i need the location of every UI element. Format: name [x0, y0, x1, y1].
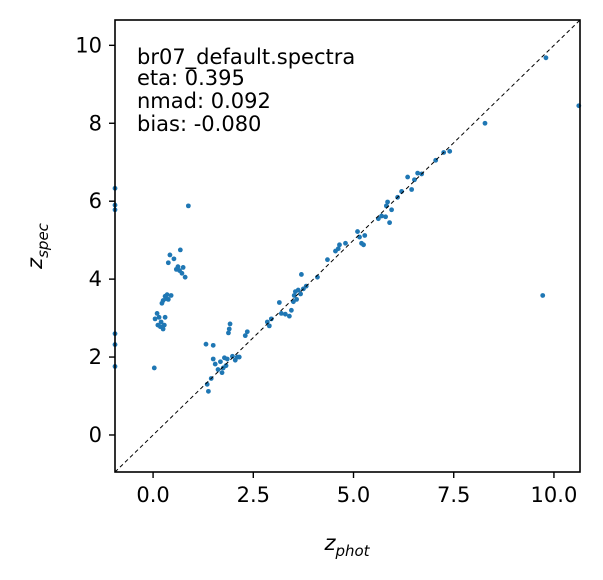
data-point: [244, 329, 250, 335]
x-axis-ticks: 0.0 2.5 5.0 7.5 10.0: [136, 472, 577, 507]
y-axis-label-subscript: spec: [34, 222, 52, 258]
x-axis-label-base: z: [323, 531, 336, 555]
data-point: [415, 170, 421, 176]
data-point: [343, 240, 348, 246]
data-point: [242, 333, 248, 339]
data-point: [179, 270, 185, 276]
y-tick-label: 6: [89, 189, 102, 213]
data-point: [379, 213, 384, 219]
data-point: [337, 242, 342, 248]
data-point: [182, 274, 188, 280]
data-point: [180, 265, 186, 270]
data-point: [167, 252, 173, 258]
data-point: [152, 316, 158, 322]
y-tick-label: 4: [89, 267, 102, 291]
data-point: [156, 314, 162, 320]
data-point: [226, 330, 231, 336]
plot-frame: [114, 19, 581, 473]
data-point: [482, 120, 488, 126]
data-point: [389, 207, 394, 213]
data-point: [219, 370, 225, 376]
data-point: [268, 316, 274, 322]
data-point: [175, 264, 181, 270]
data-point: [203, 341, 209, 347]
data-point: [291, 293, 297, 298]
data-point: [224, 356, 230, 362]
data-point: [295, 287, 301, 293]
data-point: [151, 365, 157, 371]
y-tick-label: 2: [89, 345, 102, 369]
data-point: [210, 342, 216, 348]
data-point: [294, 296, 299, 302]
data-point: [171, 256, 177, 262]
data-point: [210, 356, 216, 362]
annotation-nmad: nmad: 0.092: [137, 89, 271, 113]
data-point: [387, 220, 392, 226]
data-point: [154, 311, 160, 316]
x-tick-label: 7.5: [437, 483, 470, 507]
data-point: [230, 353, 235, 359]
data-point: [412, 177, 417, 183]
data-point: [206, 388, 211, 394]
data-point: [226, 326, 232, 332]
data-point: [165, 296, 171, 302]
data-point: [282, 311, 288, 317]
data-point: [236, 354, 242, 360]
x-tick-label: 10.0: [531, 483, 578, 507]
data-point: [325, 257, 330, 263]
data-point: [218, 359, 223, 365]
annotation-block: br07_default.spectra eta: 0.395 nmad: 0.…: [137, 45, 355, 136]
data-point: [276, 300, 282, 305]
annotation-eta: eta: 0.395: [137, 66, 245, 90]
identity-reference-line: [114, 19, 581, 473]
data-point: [161, 322, 167, 328]
data-point: [212, 361, 218, 367]
data-point: [361, 242, 366, 248]
data-point: [540, 293, 546, 298]
x-axis-label: zphot: [323, 531, 370, 560]
y-tick-label: 8: [89, 111, 102, 135]
data-point: [162, 314, 168, 320]
data-point: [227, 321, 233, 327]
annotation-bias: bias: -0.080: [137, 112, 261, 136]
data-point: [223, 363, 229, 369]
y-axis-label: zspec: [23, 222, 52, 270]
data-point: [286, 313, 292, 319]
data-point: [185, 203, 191, 209]
x-axis-label-subscript: phot: [334, 542, 370, 560]
y-axis-label-base: z: [23, 257, 47, 270]
x-tick-label: 2.5: [237, 483, 270, 507]
data-point: [164, 292, 170, 298]
data-point: [288, 307, 294, 313]
data-point: [335, 246, 341, 252]
data-point: [543, 55, 549, 61]
annotation-dataset: br07_default.spectra: [137, 45, 355, 70]
data-point: [158, 319, 164, 325]
y-tick-label: 10: [75, 33, 102, 57]
x-tick-label: 5.0: [337, 483, 370, 507]
data-point: [165, 260, 171, 266]
data-point: [160, 326, 166, 332]
y-axis-ticks: 0 2 4 6 8 10: [75, 33, 115, 447]
data-point: [177, 247, 183, 253]
data-point: [447, 148, 453, 154]
data-point: [405, 174, 411, 180]
data-point: [355, 229, 360, 234]
x-tick-label: 0.0: [136, 483, 169, 507]
data-point: [362, 233, 368, 238]
data-point: [385, 199, 390, 205]
data-point: [266, 323, 272, 329]
data-point: [299, 272, 304, 277]
data-point: [168, 293, 174, 298]
data-point: [409, 187, 415, 192]
y-tick-label: 0: [89, 423, 102, 447]
data-point: [278, 311, 284, 316]
data-point: [215, 367, 221, 372]
data-point: [298, 291, 303, 297]
data-point: [383, 214, 388, 220]
